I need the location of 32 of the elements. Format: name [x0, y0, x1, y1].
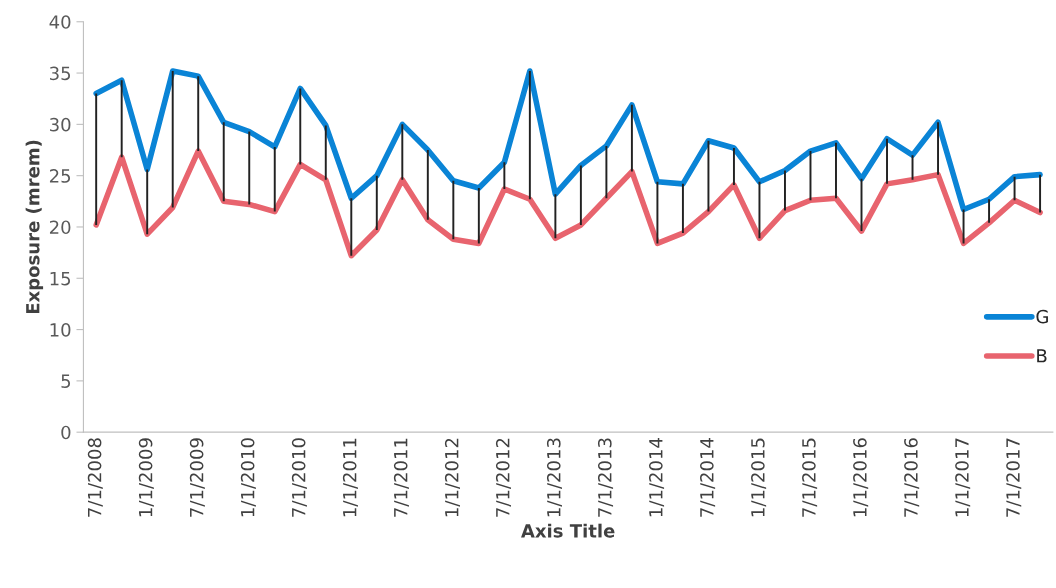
x-tick-label: 1/1/2010: [240, 438, 256, 517]
x-axis-title: Axis Title: [521, 523, 615, 538]
y-tick-label: 10: [50, 323, 71, 337]
y-tick-label: 15: [50, 271, 71, 286]
x-tick-label: 1/1/2017: [955, 438, 971, 517]
x-tick-label: 7/1/2013: [597, 438, 614, 517]
x-tick-label: 7/1/2010: [291, 438, 307, 517]
x-tick-label: 1/1/2013: [546, 438, 563, 517]
x-tick-label: 1/1/2012: [444, 438, 460, 517]
x-tick-label: 7/1/2011: [393, 438, 409, 517]
x-tick-label: 7/1/2016: [904, 438, 920, 517]
x-tick-label: 7/1/2012: [495, 438, 512, 517]
x-tick-label: 1/1/2011: [342, 438, 358, 517]
x-tick-label: 1/1/2015: [751, 438, 767, 517]
x-tick-label: 7/1/2008: [87, 438, 103, 517]
y-tick-label: 0: [61, 425, 71, 440]
y-tick-label: 35: [50, 66, 71, 81]
legend-label: B: [1037, 349, 1047, 363]
x-tick-label: 1/1/2009: [138, 438, 154, 517]
y-tick-label: 20: [49, 220, 71, 235]
x-tick-label: 7/1/2017: [1006, 438, 1022, 517]
x-tick-label: 1/1/2014: [649, 438, 665, 517]
x-tick-label: 7/1/2015: [802, 438, 818, 517]
y-tick-label: 40: [49, 15, 71, 29]
y-tick-label: 30: [50, 117, 71, 132]
x-tick-label: 1/1/2016: [853, 438, 869, 517]
y-tick-label: 5: [61, 374, 71, 388]
x-tick-label: 7/1/2009: [189, 438, 205, 517]
x-tick-label: 7/1/2014: [700, 438, 716, 517]
y-tick-label: 25: [49, 169, 71, 183]
y-axis-title: Exposure (mrem): [25, 140, 44, 314]
legend-label: G: [1036, 309, 1048, 324]
